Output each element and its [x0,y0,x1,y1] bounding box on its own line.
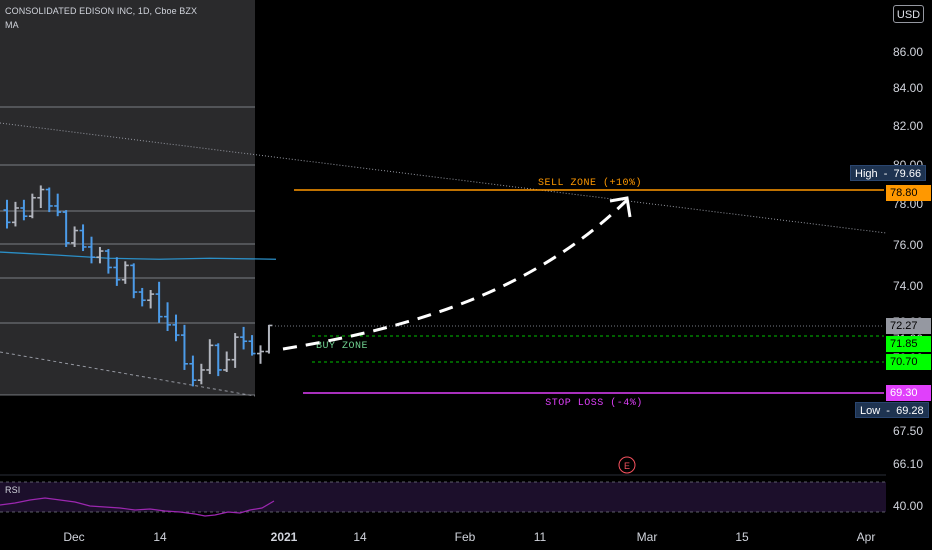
moving-average-line[interactable] [0,251,277,260]
projection-arrow [609,196,632,218]
ohlc-bar[interactable] [3,199,11,229]
stop-loss-label: STOP LOSS (-4%) [545,397,643,409]
high-label-sep: - [880,168,891,180]
ohlc-bar[interactable] [54,193,62,217]
time-tick-label: Dec [63,530,84,544]
symbol-title[interactable]: CONSOLIDATED EDISON INC, 1D, Cboe BZX [5,6,198,16]
highlight-region [0,0,255,395]
high-label-text: High [855,168,878,180]
price-tick-label: 74.00 [893,279,923,293]
ohlc-bar[interactable] [121,261,129,284]
rsi-tick-label: 40.00 [893,499,923,513]
ohlc-bar[interactable] [206,339,214,375]
ohlc-bar[interactable] [189,355,197,387]
high-label-tag: High - 79.66 [850,165,927,181]
time-tick-label: Apr [857,530,876,544]
low-label-sep: - [883,405,894,417]
ohlc-bar[interactable] [164,302,172,331]
rsi-line[interactable] [0,497,275,517]
low-label-tag: Low - 69.28 [855,402,929,418]
buy-lower-tag: 70.70 [886,354,931,370]
ohlc-bar[interactable] [104,249,112,274]
low-value: 69.28 [896,405,924,417]
ohlc-bar[interactable] [11,201,19,227]
price-axis[interactable]: 86.0084.0082.0080.0078.0076.0074.0072.00… [893,45,923,513]
ohlc-bar[interactable] [214,343,222,377]
ohlc-bar[interactable] [28,193,36,219]
buy-zone-label: BUY ZONE [316,341,368,352]
ohlc-bar[interactable] [231,333,239,368]
ohlc-bar[interactable] [257,345,264,364]
ohlc-bar[interactable] [155,281,163,323]
time-tick-label: 15 [735,530,749,544]
ohlc-bar[interactable] [113,257,121,286]
ohlc-bar[interactable] [240,326,248,350]
ohlc-bar[interactable] [62,210,70,247]
ohlc-bar[interactable] [37,185,45,208]
price-tick-label: 76.00 [893,238,923,252]
time-tick-label: 2021 [271,530,298,544]
ohlc-bar[interactable] [180,324,188,370]
price-tick-label: 84.00 [893,81,923,95]
ohlc-bar[interactable] [20,199,28,221]
price-tick-label: 66.10 [893,457,923,471]
ohlc-bar[interactable] [88,236,95,264]
price-tick-label: 86.00 [893,45,923,59]
sell-price-tag: 78.80 [886,185,931,201]
ohlc-bar[interactable] [79,224,87,252]
indicator-label[interactable]: MA [5,20,19,30]
low-label-text: Low [860,405,881,417]
projection-curve[interactable] [282,198,629,351]
ohlc-bar[interactable] [197,363,205,385]
rsi-band [0,482,886,512]
time-tick-label: 14 [153,530,167,544]
resistance-trendline[interactable] [0,122,887,234]
time-tick-label: Mar [637,530,658,544]
rsi-label[interactable]: RSI [5,485,21,495]
time-axis[interactable]: Dec 14 2021 14 Feb 11 Mar 15 Apr [63,530,875,544]
buy-upper-tag: 71.85 [886,336,931,352]
price-tick-label: 67.50 [893,424,923,438]
ohlc-bar[interactable] [223,351,231,373]
ohlc-bar[interactable] [130,263,138,299]
ohlc-bar[interactable] [248,335,256,356]
ohlc-bar[interactable] [265,324,273,354]
price-tick-label: 82.00 [893,119,923,133]
stop-loss-tag: 69.30 [886,385,931,401]
ohlc-bar[interactable] [147,290,155,309]
currency-button[interactable]: USD [893,5,924,23]
ohlc-bar[interactable] [138,287,146,307]
high-value: 79.66 [893,168,922,180]
time-tick-label: 11 [534,530,547,544]
sell-zone-label: SELL ZONE (+10%) [538,177,642,189]
ohlc-bar[interactable] [96,246,104,264]
earnings-marker[interactable] [618,456,636,474]
ohlc-bar[interactable] [45,187,53,213]
horizontal-levels [0,106,255,396]
price-bars [3,185,273,387]
ohlc-bar[interactable] [71,226,79,247]
earnings-marker-label: E [624,461,630,471]
last-price-tag: 72.27 [886,318,931,334]
ohlc-bar[interactable] [172,314,180,342]
support-trendline[interactable] [0,351,256,397]
time-tick-label: Feb [455,530,476,544]
time-tick-label: 14 [353,530,367,544]
